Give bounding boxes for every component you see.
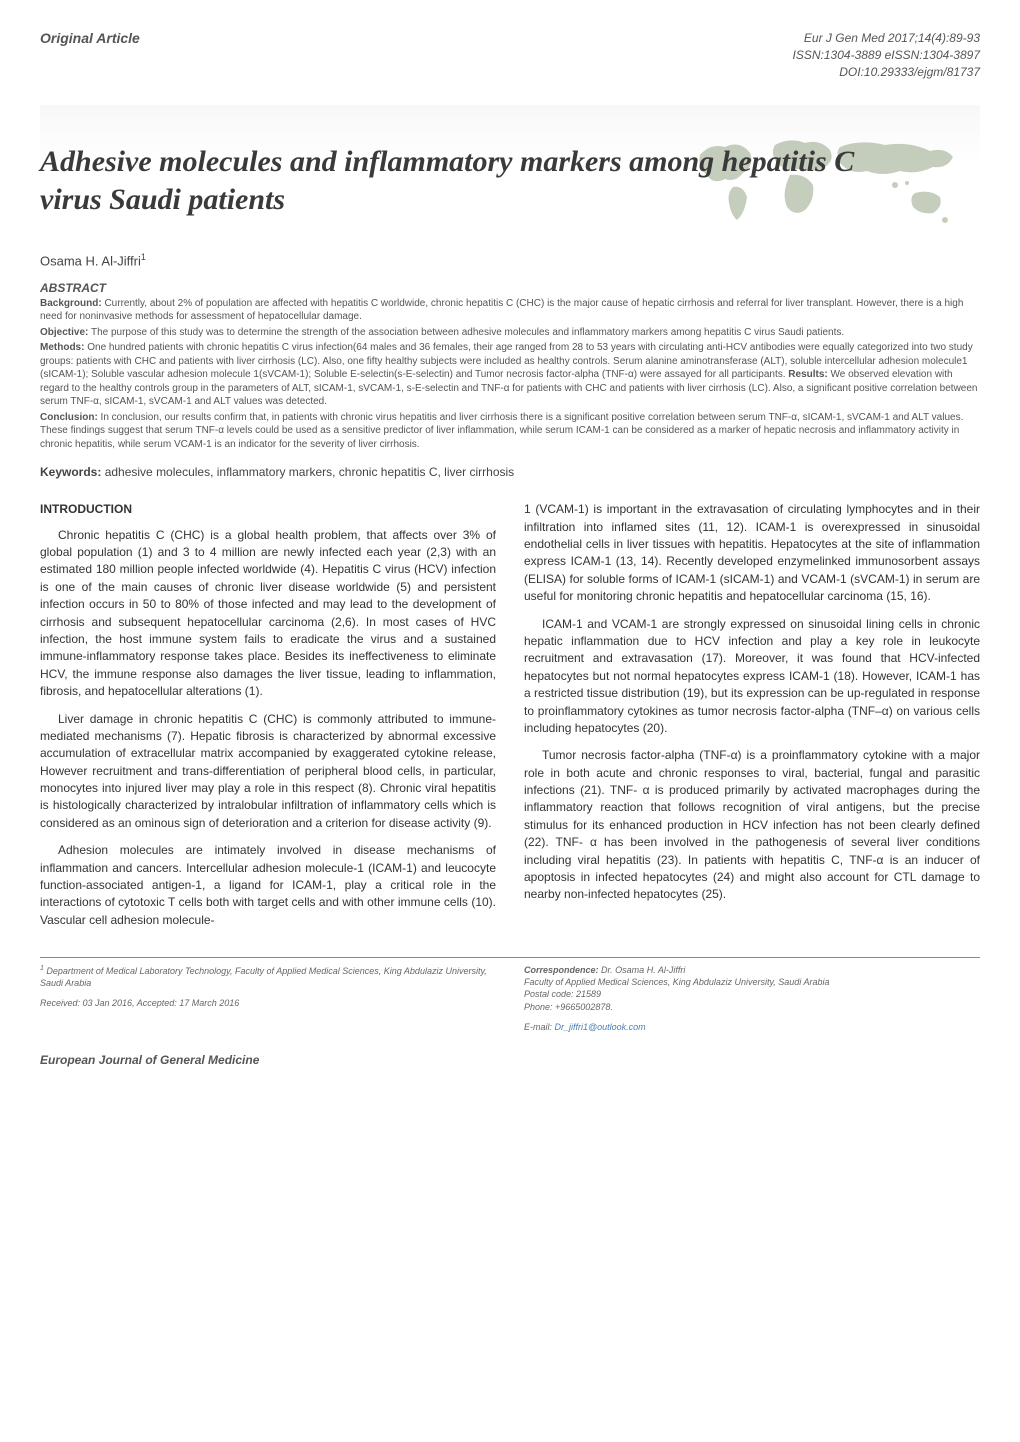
column-left: INTRODUCTION Chronic hepatitis C (CHC) i… <box>40 501 496 939</box>
page-footer: European Journal of General Medicine <box>40 1053 980 1067</box>
journal-info: Eur J Gen Med 2017;14(4):89-93 ISSN:1304… <box>793 30 980 80</box>
intro-para-1: Chronic hepatitis C (CHC) is a global he… <box>40 527 496 701</box>
title-banner: Adhesive molecules and inflammatory mark… <box>40 105 980 240</box>
column-right: 1 (VCAM-1) is important in the extravasa… <box>524 501 980 939</box>
author-affil-marker: 1 <box>141 252 146 262</box>
doi-line: DOI:10.29333/ejgm/81737 <box>793 64 980 81</box>
footnotes: 1 Department of Medical Laboratory Techn… <box>40 964 980 1033</box>
author-line: Osama H. Al-Jiffri1 <box>40 252 980 268</box>
abstract-background: Background: Currently, about 2% of popul… <box>40 297 980 324</box>
keywords-row: Keywords: adhesive molecules, inflammato… <box>40 465 980 479</box>
received-line: Received: 03 Jan 2016, Accepted: 17 Marc… <box>40 997 496 1009</box>
article-title: Adhesive molecules and inflammatory mark… <box>40 105 920 218</box>
citation-line: Eur J Gen Med 2017;14(4):89-93 <box>793 30 980 47</box>
abstract-conclusion: Conclusion: In conclusion, our results c… <box>40 411 980 452</box>
intro-para-5: ICAM-1 and VCAM-1 are strongly expressed… <box>524 616 980 738</box>
keywords-text: adhesive molecules, inflammatory markers… <box>101 465 514 479</box>
footnote-left: 1 Department of Medical Laboratory Techn… <box>40 964 496 1033</box>
issn-line: ISSN:1304-3889 eISSN:1304-3897 <box>793 47 980 64</box>
abstract-objective: Objective: The purpose of this study was… <box>40 326 980 340</box>
abstract-heading: ABSTRACT <box>40 281 980 295</box>
intro-para-2: Liver damage in chronic hepatitis C (CHC… <box>40 711 496 833</box>
article-type: Original Article <box>40 30 140 46</box>
author-name: Osama H. Al-Jiffri <box>40 254 141 269</box>
introduction-heading: INTRODUCTION <box>40 501 496 518</box>
intro-para-6: Tumor necrosis factor-alpha (TNF-α) is a… <box>524 747 980 904</box>
intro-para-4: 1 (VCAM-1) is important in the extravasa… <box>524 501 980 605</box>
keywords-label: Keywords: <box>40 465 101 479</box>
intro-para-3: Adhesion molecules are intimately involv… <box>40 842 496 929</box>
footnote-right: Correspondence: Dr. Osama H. Al-Jiffri F… <box>524 964 980 1033</box>
footer-rule <box>40 957 980 958</box>
abstract-methods-results: Methods: One hundred patients with chron… <box>40 341 980 409</box>
correspondence-email-link[interactable]: Dr_jiffri1@outlook.com <box>555 1022 646 1032</box>
